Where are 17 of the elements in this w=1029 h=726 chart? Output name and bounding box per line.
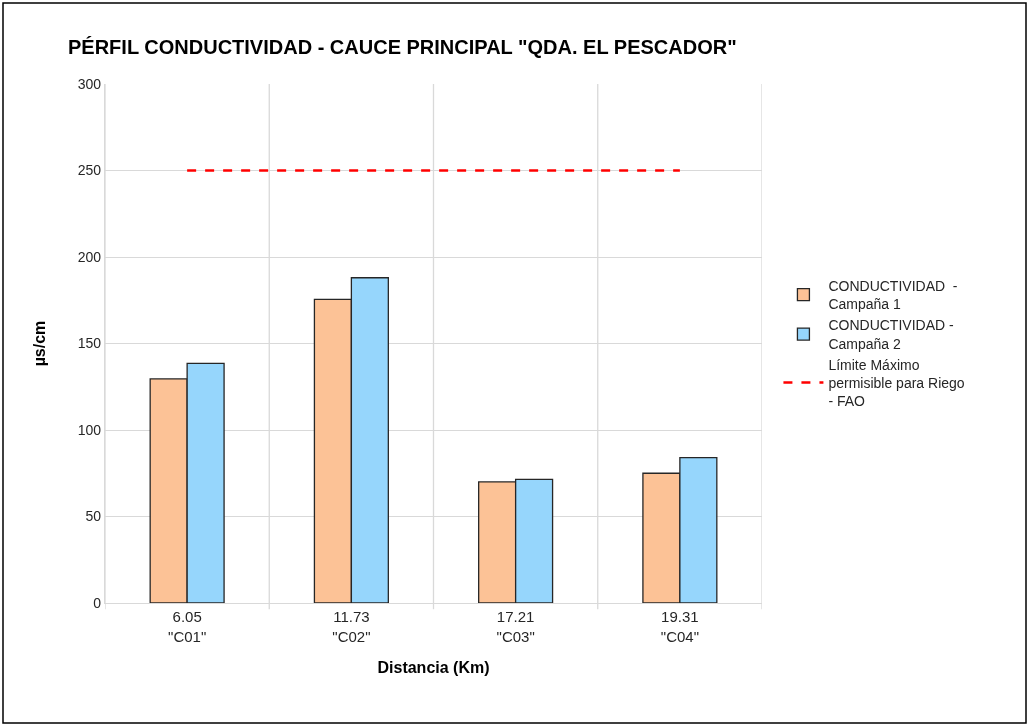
y-tick-label: 250 (77, 162, 102, 179)
x-tick-label: 17.21 "C03" (496, 608, 535, 645)
y-tick-label: 100 (77, 421, 102, 438)
y-tick-label: 200 (77, 248, 102, 265)
legend-label: CONDUCTIVIDAD - Campaña 2 (828, 317, 954, 352)
legend-label: CONDUCTIVIDAD - Campaña 1 (828, 278, 958, 313)
y-axis-title: µs/cm (30, 320, 48, 367)
x-tick-label: 19.31 "C04" (660, 608, 699, 645)
x-tick-label: 11.73 "C02" (332, 608, 371, 645)
y-tick-label: 300 (77, 75, 102, 92)
y-tick-label: 50 (85, 508, 102, 525)
chart-title: PÉRFIL CONDUCTIVIDAD - CAUCE PRINCIPAL "QDA. EL PESCADOR" (68, 36, 737, 58)
y-tick-label: 150 (77, 335, 102, 352)
x-tick-label: 6.05 "C01" (168, 608, 207, 645)
x-axis-title: Distancia (Km) (377, 659, 490, 677)
legend-label: Límite Máximo permisible para Riego - FAO (828, 356, 965, 410)
y-tick-label: 0 (93, 594, 102, 611)
